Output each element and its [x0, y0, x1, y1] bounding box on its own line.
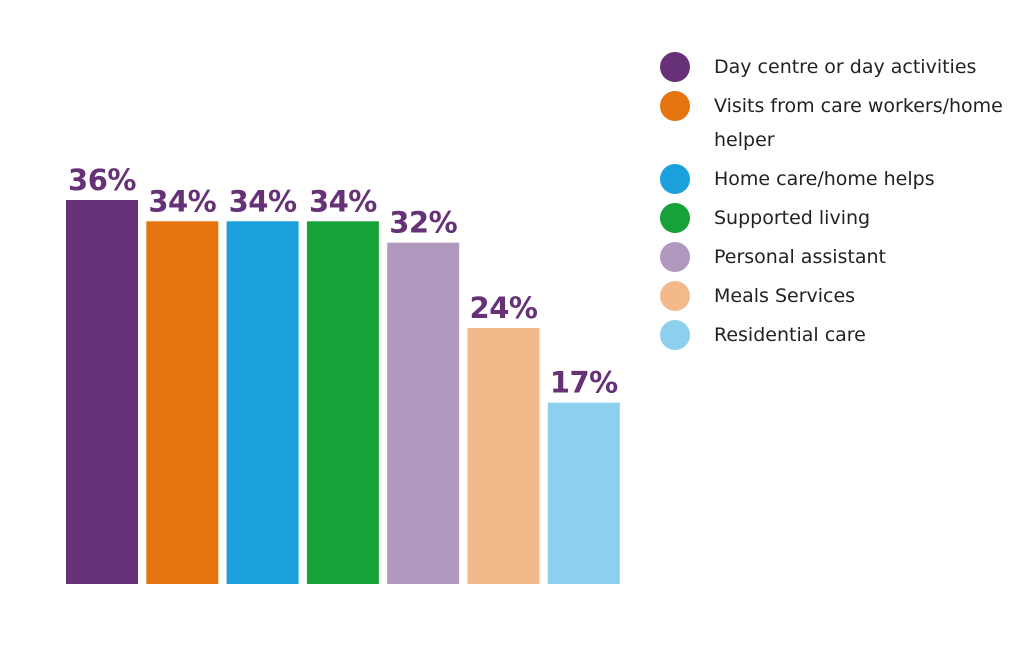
legend-item-visits-from-care: Visits from care workers/home helper	[660, 89, 1010, 157]
legend-label: Meals Services	[714, 285, 856, 307]
legend-label: Visits from care workers/home helper	[714, 95, 1003, 151]
value-label-supported-living: 34%	[309, 184, 377, 218]
bar-meals-services	[467, 328, 540, 584]
legend-swatch-icon	[660, 242, 690, 272]
legend-label: Supported living	[714, 207, 871, 229]
legend-swatch-icon	[660, 52, 690, 82]
bar-residential-care	[547, 402, 620, 584]
legend-item-day-centre: Day centre or day activities	[660, 50, 1010, 84]
legend-label: Residential care	[714, 324, 866, 346]
value-label-visits-from-care: 34%	[148, 184, 216, 218]
value-label-day-centre: 36%	[68, 163, 136, 197]
value-label-residential-care: 17%	[550, 366, 618, 400]
bar-chart: 36% 34% 34% 34% 32% 24% 17%	[66, 163, 620, 585]
bar-visits-from-care	[146, 221, 219, 585]
value-label-home-care: 34%	[229, 184, 297, 218]
value-label-meals-services: 24%	[470, 291, 538, 325]
legend-swatch-icon	[660, 281, 690, 311]
bar-day-centre	[66, 200, 138, 584]
legend-swatch-icon	[660, 91, 690, 121]
bar-personal-assistant	[387, 242, 460, 584]
legend-swatch-icon	[660, 203, 690, 233]
bar-home-care	[226, 221, 299, 585]
legend: Day centre or day activities Visits from…	[660, 50, 1010, 357]
value-label-personal-assistant: 32%	[389, 206, 457, 240]
legend-item-home-care: Home care/home helps	[660, 162, 1010, 196]
legend-swatch-icon	[660, 320, 690, 350]
legend-item-meals-services: Meals Services	[660, 279, 1010, 313]
legend-label: Personal assistant	[714, 246, 887, 268]
legend-item-residential-care: Residential care	[660, 318, 1010, 352]
legend-item-personal-assistant: Personal assistant	[660, 240, 1010, 274]
legend-label: Home care/home helps	[714, 168, 935, 190]
bar-supported-living	[306, 221, 379, 585]
legend-label: Day centre or day activities	[714, 56, 977, 78]
legend-item-supported-living: Supported living	[660, 201, 1010, 235]
legend-swatch-icon	[660, 164, 690, 194]
